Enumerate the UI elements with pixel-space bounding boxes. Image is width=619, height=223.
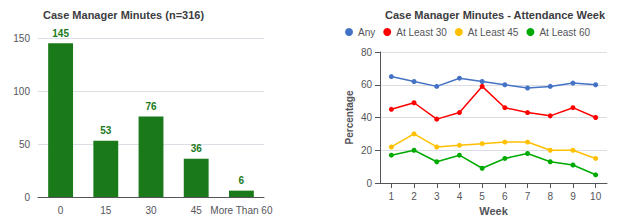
svg-text:0: 0 [24,192,30,203]
svg-text:45: 45 [191,205,203,216]
svg-text:Case Manager Minutes (n=316): Case Manager Minutes (n=316) [43,9,204,21]
svg-text:9: 9 [570,191,576,202]
svg-text:7: 7 [525,191,531,202]
svg-text:At Least 30: At Least 30 [396,27,447,38]
svg-text:100: 100 [13,86,30,97]
svg-text:3: 3 [434,191,440,202]
svg-text:0: 0 [366,178,372,189]
svg-text:More Than 60: More Than 60 [210,205,273,216]
svg-text:6: 6 [502,191,508,202]
svg-text:50: 50 [19,139,31,150]
svg-text:60: 60 [361,79,373,90]
svg-text:8: 8 [547,191,553,202]
svg-text:4: 4 [457,191,463,202]
svg-text:145: 145 [52,28,69,39]
svg-text:At Least 60: At Least 60 [539,27,590,38]
svg-text:15: 15 [100,205,112,216]
svg-text:53: 53 [100,125,112,136]
svg-text:0: 0 [58,205,64,216]
svg-text:150: 150 [13,33,30,44]
svg-text:Any: Any [358,27,375,38]
svg-text:Case Manager Minutes - Attenda: Case Manager Minutes - Attendance Week [385,9,606,21]
svg-text:Week: Week [479,205,508,217]
svg-text:10: 10 [590,191,602,202]
svg-text:30: 30 [145,205,157,216]
svg-text:1: 1 [389,191,395,202]
svg-text:5: 5 [479,191,485,202]
svg-text:6: 6 [239,175,245,186]
svg-text:76: 76 [145,101,157,112]
svg-text:Percentage: Percentage [344,90,355,144]
svg-text:40: 40 [361,112,373,123]
svg-text:20: 20 [361,145,373,156]
svg-text:36: 36 [191,143,203,154]
svg-text:2: 2 [411,191,417,202]
svg-text:At Least 45: At Least 45 [468,27,519,38]
svg-text:80: 80 [361,47,373,58]
